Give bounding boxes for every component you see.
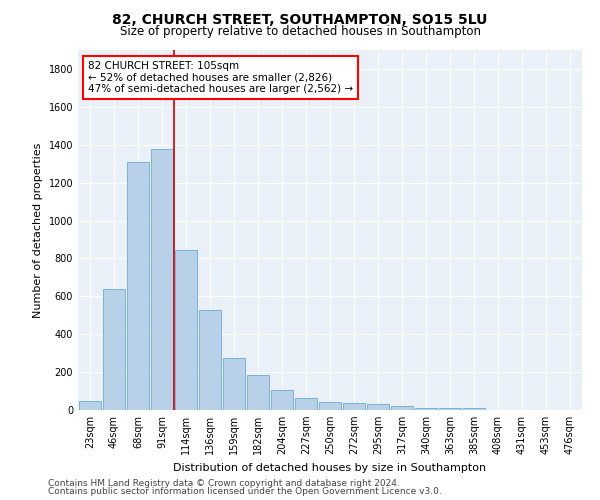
Bar bbox=[223, 358, 245, 410]
Y-axis label: Number of detached properties: Number of detached properties bbox=[33, 142, 43, 318]
Text: Contains public sector information licensed under the Open Government Licence v3: Contains public sector information licen… bbox=[48, 487, 442, 496]
Bar bbox=[127, 162, 149, 410]
Bar bbox=[103, 288, 125, 410]
Bar bbox=[391, 406, 413, 410]
Bar bbox=[271, 390, 293, 410]
Bar bbox=[367, 404, 389, 410]
Bar bbox=[319, 402, 341, 410]
Bar bbox=[439, 408, 461, 410]
Text: Contains HM Land Registry data © Crown copyright and database right 2024.: Contains HM Land Registry data © Crown c… bbox=[48, 478, 400, 488]
X-axis label: Distribution of detached houses by size in Southampton: Distribution of detached houses by size … bbox=[173, 462, 487, 472]
Bar bbox=[463, 408, 485, 410]
Text: 82, CHURCH STREET, SOUTHAMPTON, SO15 5LU: 82, CHURCH STREET, SOUTHAMPTON, SO15 5LU bbox=[112, 12, 488, 26]
Text: 82 CHURCH STREET: 105sqm
← 52% of detached houses are smaller (2,826)
47% of sem: 82 CHURCH STREET: 105sqm ← 52% of detach… bbox=[88, 61, 353, 94]
Bar bbox=[151, 148, 173, 410]
Bar bbox=[79, 400, 101, 410]
Bar bbox=[295, 398, 317, 410]
Bar bbox=[175, 250, 197, 410]
Bar bbox=[247, 375, 269, 410]
Bar bbox=[415, 408, 437, 410]
Bar bbox=[343, 403, 365, 410]
Text: Size of property relative to detached houses in Southampton: Size of property relative to detached ho… bbox=[119, 25, 481, 38]
Bar bbox=[199, 310, 221, 410]
